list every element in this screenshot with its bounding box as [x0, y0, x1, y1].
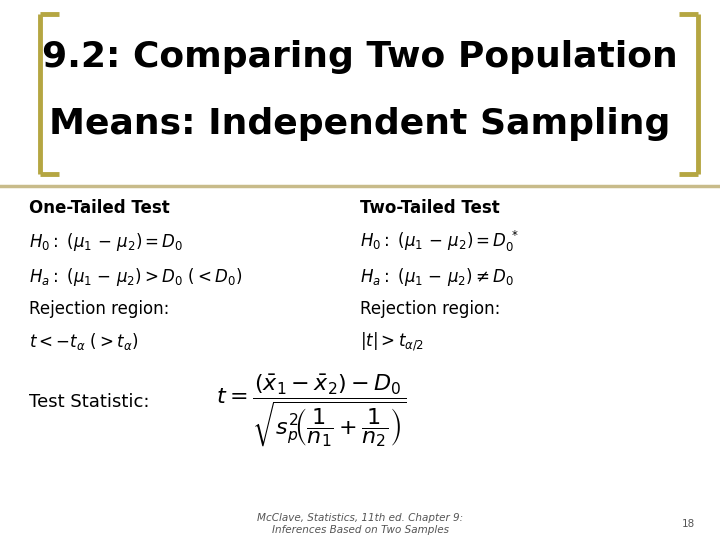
Text: $H_a\mathit{:}\ (\mu_1\ \mathit{-}\ \mu_2) \neq D_0$: $H_a\mathit{:}\ (\mu_1\ \mathit{-}\ \mu_… — [360, 266, 514, 288]
Text: 9.2: Comparing Two Population: 9.2: Comparing Two Population — [42, 40, 678, 73]
Text: $|t| > t_{\alpha/2}$: $|t| > t_{\alpha/2}$ — [360, 330, 424, 353]
Text: $H_0\mathit{:}\ (\mu_1\ \mathit{-}\ \mu_2) = D_0^{\,*}$: $H_0\mathit{:}\ (\mu_1\ \mathit{-}\ \mu_… — [360, 230, 518, 254]
Text: Test Statistic:: Test Statistic: — [29, 393, 149, 411]
Text: Two-Tailed Test: Two-Tailed Test — [360, 199, 500, 217]
Text: One-Tailed Test: One-Tailed Test — [29, 199, 169, 217]
Text: McClave, Statistics, 11th ed. Chapter 9:
Inferences Based on Two Samples: McClave, Statistics, 11th ed. Chapter 9:… — [257, 513, 463, 535]
Text: 18: 18 — [682, 519, 695, 529]
Text: Rejection region:: Rejection region: — [360, 300, 500, 318]
Text: $t < \mathit{-t}_\alpha\ (> t_\alpha)$: $t < \mathit{-t}_\alpha\ (> t_\alpha)$ — [29, 331, 138, 352]
Text: $H_0\mathit{:}\ (\mu_1\ \mathit{-}\ \mu_2) = D_0$: $H_0\mathit{:}\ (\mu_1\ \mathit{-}\ \mu_… — [29, 231, 183, 253]
Text: Means: Independent Sampling: Means: Independent Sampling — [49, 107, 671, 141]
Text: Rejection region:: Rejection region: — [29, 300, 169, 318]
Text: $H_a\mathit{:}\ (\mu_1\ \mathit{-}\ \mu_2) > D_0\ (<D_0)$: $H_a\mathit{:}\ (\mu_1\ \mathit{-}\ \mu_… — [29, 266, 242, 288]
Text: $t = \dfrac{(\bar{x}_1 - \bar{x}_2) - D_0}{\sqrt{s_p^2\!\left(\dfrac{1}{n_1} + \: $t = \dfrac{(\bar{x}_1 - \bar{x}_2) - D_… — [216, 372, 406, 449]
